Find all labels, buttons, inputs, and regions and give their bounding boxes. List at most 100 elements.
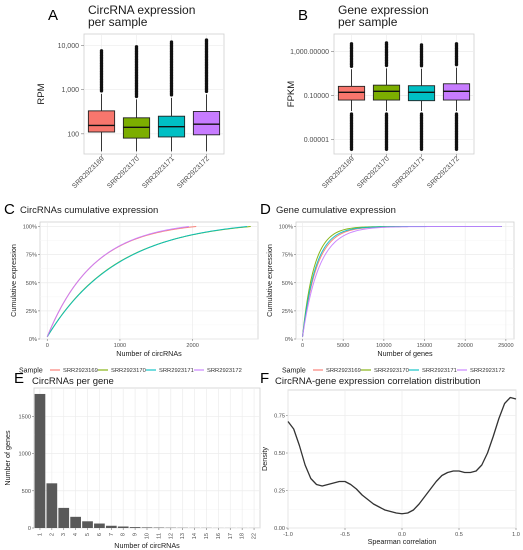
outlier-point — [419, 43, 424, 47]
tick-label-y: 50% — [282, 281, 293, 287]
tick-label-y: 0.25 — [274, 489, 285, 495]
tick-label-x: 16 — [216, 533, 222, 539]
tick-label-x: 18 — [240, 533, 246, 539]
tick-label-x: 7 — [109, 533, 115, 536]
outlier-point — [134, 45, 139, 49]
outlier-point — [454, 42, 459, 46]
legend-label: SRR2923172 — [470, 368, 505, 374]
tick-label-x: 4 — [73, 533, 79, 536]
panel-c: C CircRNAs cumulative expression 0% 25% 50% 7… — [4, 201, 259, 358]
tick-label-x: -0.5 — [340, 532, 350, 538]
panel-letter: B — [298, 7, 308, 24]
tick-label-x: SRR2923171 — [391, 155, 426, 190]
tick-label-y: 75% — [282, 253, 293, 259]
outlier-point — [454, 147, 459, 151]
tick-label-y: 0% — [29, 337, 37, 343]
tick-label-x: SRR2923172 — [426, 155, 461, 190]
axis-title-y: Density — [260, 447, 269, 471]
tick-label-y: 100 — [67, 131, 79, 138]
legend-title: Sample — [282, 368, 306, 375]
tick-label-x: 17 — [228, 533, 234, 539]
panel-title: CircRNA-gene expression correlation dist… — [275, 376, 480, 387]
tick-label-x: 2 — [49, 533, 55, 536]
tick-label-x: SRR2923169 — [321, 155, 356, 190]
series-line — [302, 226, 502, 337]
tick-label-x: 6 — [97, 533, 103, 536]
outlier-point — [384, 41, 389, 45]
panel-title: CircRNAs per gene — [32, 376, 114, 387]
tick-label-y: 10,000 — [58, 43, 80, 50]
tick-label-y: 1,000 — [61, 87, 79, 94]
box — [407, 85, 436, 102]
tick-label-y: 100% — [23, 225, 37, 231]
axis-title-y: Cumulative expression — [9, 244, 18, 317]
tick-label-x: 15 — [204, 533, 210, 539]
outlier-point — [204, 38, 209, 42]
plot-area — [295, 221, 515, 340]
axis-title-y: Cumulative expression — [265, 244, 274, 317]
tick-label-y: 50% — [26, 281, 37, 287]
tick-label-x: 0.5 — [455, 532, 463, 538]
panel-title: per sample — [88, 15, 148, 29]
tick-label-x: SRR2923170 — [106, 155, 141, 190]
panel-title: CircRNAs cumulative expression — [20, 205, 158, 216]
tick-label-x: SRR2923170 — [356, 155, 391, 190]
bar — [34, 393, 46, 528]
axis-title-y: Number of genes — [3, 430, 12, 486]
panel-letter: A — [48, 7, 58, 24]
legend-label: SRR2923170 — [374, 368, 409, 374]
panel-title: per sample — [338, 15, 398, 29]
legend-label: SRR2923171 — [159, 368, 194, 374]
outlier-point — [349, 147, 354, 151]
tick-label-x: 11 — [156, 533, 162, 539]
tick-label-x: 22 — [252, 533, 258, 539]
tick-label-x: 9 — [133, 533, 139, 536]
axis-title-x: Number of circRNAs — [114, 541, 180, 550]
panel-letter: D — [260, 201, 271, 218]
tick-label-x: 13 — [180, 533, 186, 539]
tick-label-y: 0.50 — [274, 451, 285, 457]
tick-label-x: -1.0 — [283, 532, 293, 538]
tick-label-y: 0.00 — [274, 526, 285, 532]
tick-label-x: 15000 — [417, 343, 433, 349]
tick-label-x: 3 — [61, 533, 67, 536]
outlier-point — [349, 42, 354, 46]
axis-title-x: Spearman correlation — [368, 537, 437, 546]
tick-label-y: 0.10000 — [304, 93, 329, 100]
legend-label: SRR2923169 — [63, 368, 98, 374]
tick-label-x: 2000 — [186, 343, 198, 349]
tick-label-x: 1.0 — [512, 532, 520, 538]
legend-label: SRR2923172 — [207, 368, 242, 374]
bar — [94, 523, 105, 528]
panel-title: CircRNA expression — [88, 3, 195, 17]
plot-area — [83, 33, 225, 155]
panel-letter: E — [14, 370, 24, 387]
tick-label-x: 0.0 — [398, 532, 406, 538]
bar — [58, 507, 70, 528]
legend-right: Sample SRR2923169 SRR2923170 SRR2923171 SRR2… — [282, 368, 505, 375]
tick-label-x: 25000 — [498, 343, 514, 349]
panel-letter: F — [260, 370, 269, 387]
tick-label-y: 25% — [26, 309, 37, 315]
legend-label: SRR2923171 — [422, 368, 457, 374]
tick-label-x: 1 — [37, 533, 43, 536]
bar — [117, 526, 129, 528]
outlier-point — [419, 147, 424, 151]
box — [87, 110, 116, 133]
tick-label-x: SRR2923171 — [141, 155, 176, 190]
panel-title: Gene cumulative expression — [276, 205, 396, 216]
outlier-point — [169, 40, 174, 44]
outlier-point — [99, 49, 104, 53]
tick-label-y: 0.00001 — [304, 137, 329, 144]
panel-letter: C — [4, 201, 15, 218]
tick-label-y: 0.75 — [274, 414, 285, 420]
box — [192, 111, 221, 136]
panel-f: F CircRNA-gene expression correlation dis… — [260, 370, 520, 546]
tick-label-x: 12 — [168, 533, 174, 539]
tick-label-x: 10 — [145, 533, 151, 539]
tick-label-x: 5 — [85, 533, 91, 536]
tick-label-x: 8 — [121, 533, 127, 536]
